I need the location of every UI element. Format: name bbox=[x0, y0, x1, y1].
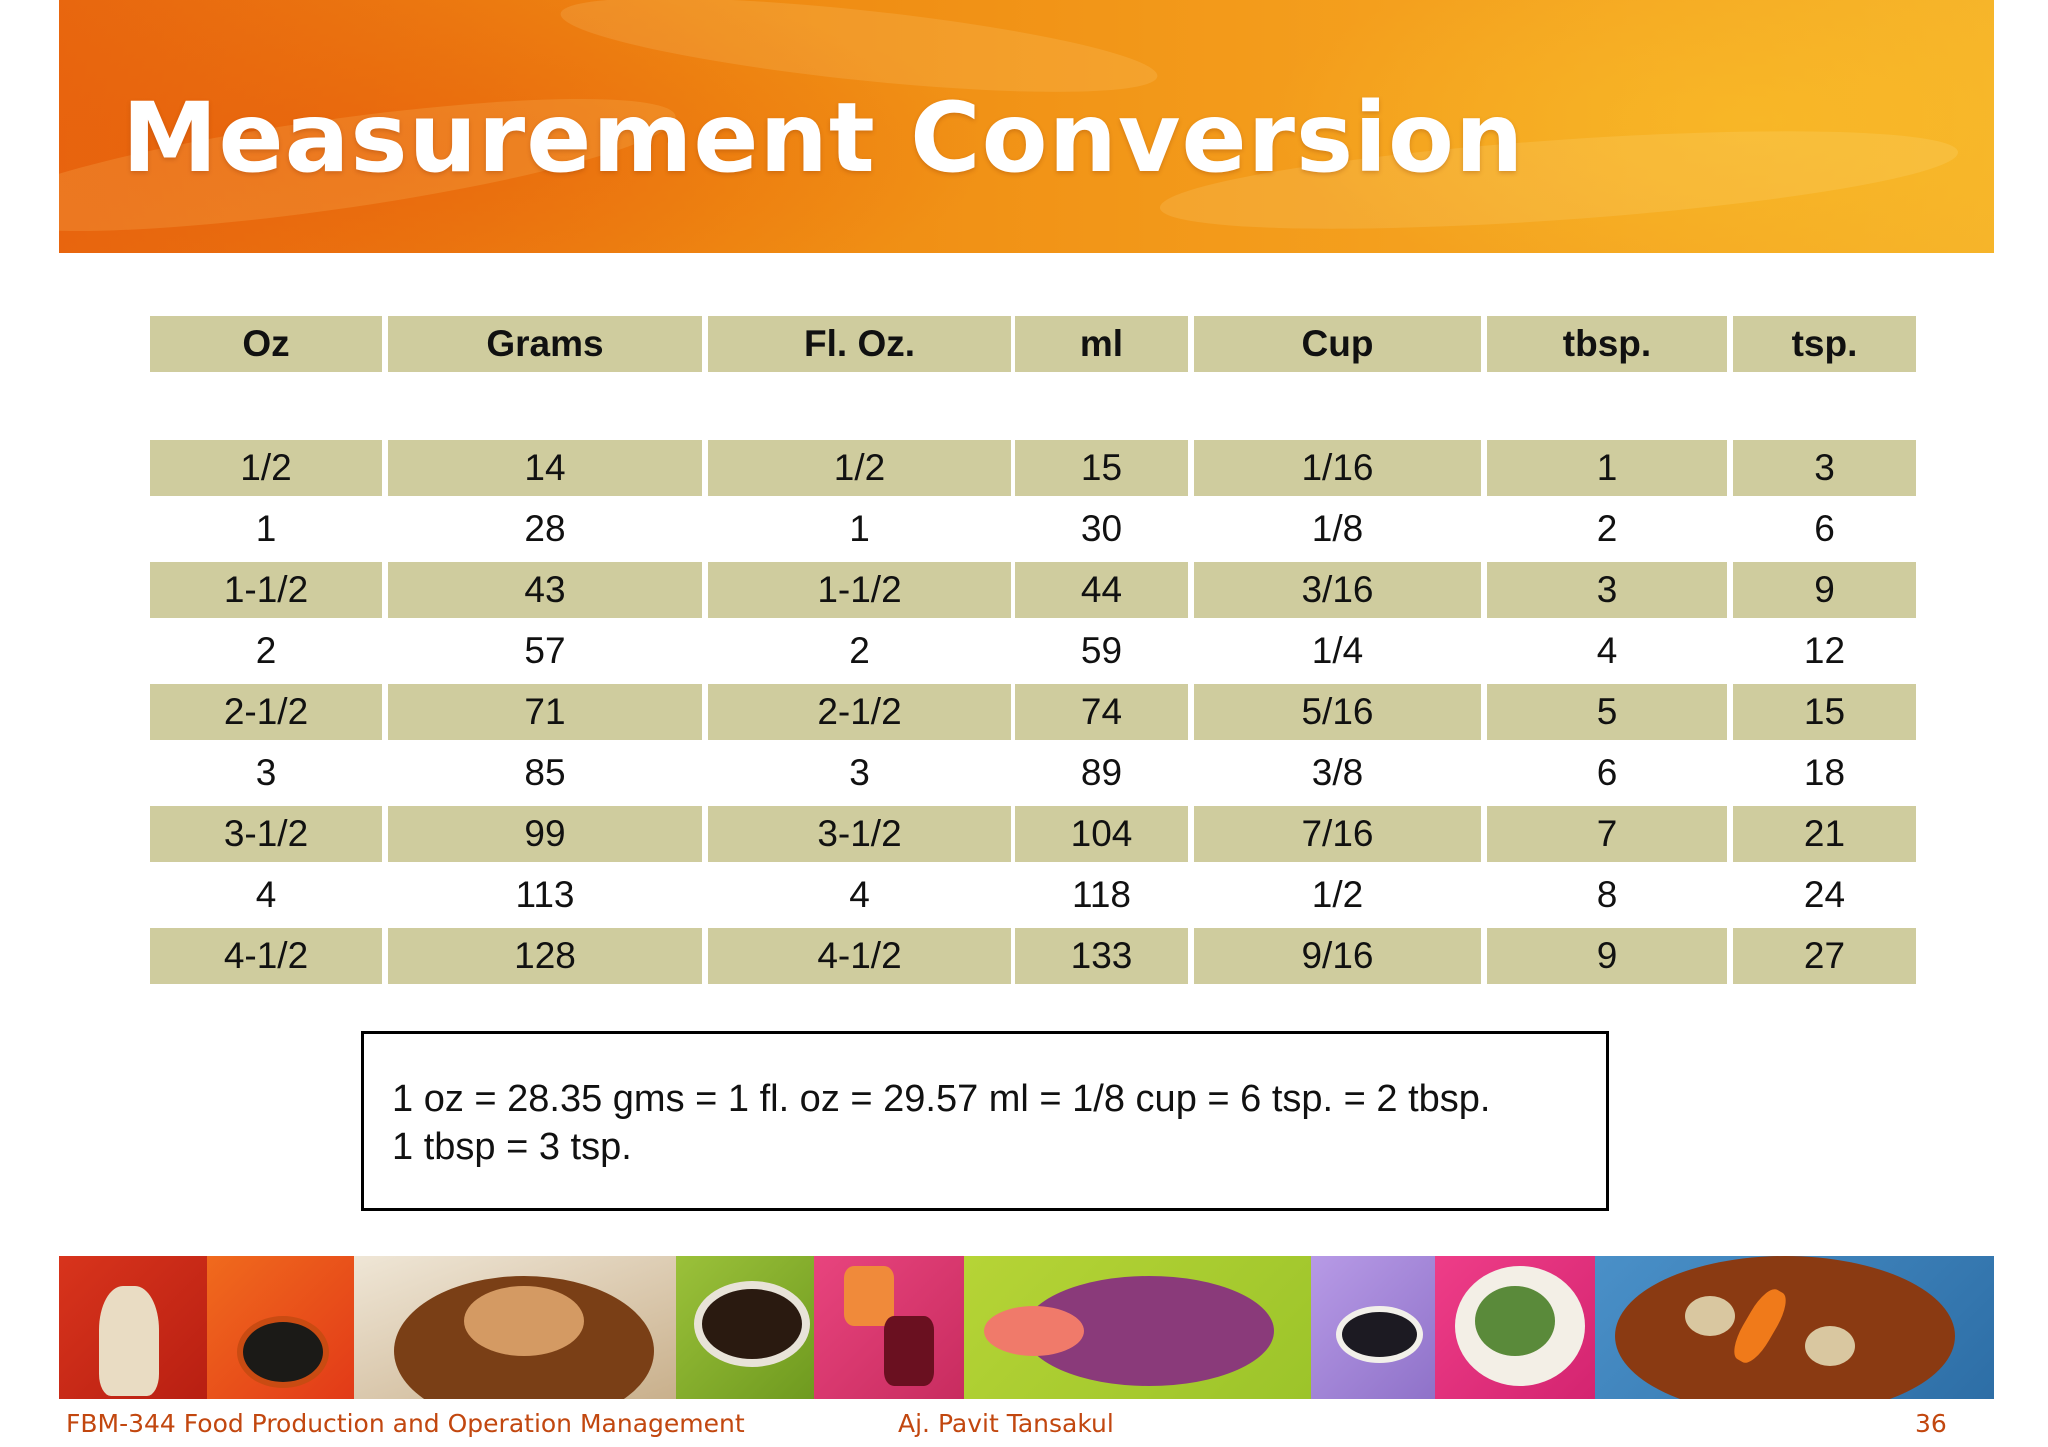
table-cell: 4-1/2 bbox=[708, 928, 1011, 984]
table-cell: 1/16 bbox=[1194, 440, 1481, 496]
header-banner bbox=[59, 0, 1994, 253]
food-photo bbox=[964, 1256, 1311, 1399]
table-cell: 128 bbox=[388, 928, 702, 984]
table-cell: 5 bbox=[1487, 684, 1727, 740]
column-header: Fl. Oz. bbox=[708, 316, 1011, 372]
table-cell: 15 bbox=[1015, 440, 1188, 496]
table-cell: 12 bbox=[1803, 630, 1846, 671]
table-cell: 3-1/2 bbox=[708, 806, 1011, 862]
table-cell: 5/16 bbox=[1194, 684, 1481, 740]
note-line-1: 1 oz = 28.35 gms = 1 fl. oz = 29.57 ml =… bbox=[392, 1078, 1491, 1120]
table-cell: 133 bbox=[1015, 928, 1188, 984]
food-photo bbox=[1435, 1256, 1595, 1399]
food-photo bbox=[59, 1256, 207, 1399]
table-cell: 15 bbox=[1733, 684, 1916, 740]
conversion-note-box: 1 oz = 28.35 gms = 1 fl. oz = 29.57 ml =… bbox=[361, 1031, 1609, 1211]
food-photo bbox=[354, 1256, 676, 1399]
table-cell: 21 bbox=[1733, 806, 1916, 862]
table-cell: 1-1/2 bbox=[708, 562, 1011, 618]
table-cell: 99 bbox=[388, 806, 702, 862]
column-header: Grams bbox=[388, 316, 702, 372]
table-cell: 7 bbox=[1487, 806, 1727, 862]
column-header: ml bbox=[1015, 316, 1188, 372]
food-photo bbox=[1311, 1256, 1435, 1399]
table-cell: 3-1/2 bbox=[150, 806, 382, 862]
table-cell: 4 bbox=[1596, 630, 1618, 671]
table-cell: 3/8 bbox=[1311, 752, 1364, 793]
table-cell: 3 bbox=[1487, 562, 1727, 618]
food-photo bbox=[676, 1256, 814, 1399]
table-cell: 7/16 bbox=[1194, 806, 1481, 862]
table-cell: 8 bbox=[1596, 874, 1618, 915]
footer-course: FBM-344 Food Production and Operation Ma… bbox=[66, 1409, 745, 1438]
table-cell: 4 bbox=[255, 874, 277, 915]
column-header: tbsp. bbox=[1487, 316, 1727, 372]
table-cell: 74 bbox=[1015, 684, 1188, 740]
food-photo bbox=[1595, 1256, 1994, 1399]
table-cell: 59 bbox=[1080, 630, 1123, 671]
table-cell: 113 bbox=[515, 874, 575, 915]
table-cell: 44 bbox=[1015, 562, 1188, 618]
table-cell: 27 bbox=[1733, 928, 1916, 984]
table-cell: 1 bbox=[849, 508, 870, 549]
table-cell: 89 bbox=[1080, 752, 1123, 793]
table-cell: 2-1/2 bbox=[150, 684, 382, 740]
table-cell: 9 bbox=[1733, 562, 1916, 618]
table-cell: 2 bbox=[255, 630, 277, 671]
table-cell: 2 bbox=[1596, 508, 1618, 549]
table-cell: 71 bbox=[388, 684, 702, 740]
table-cell: 3 bbox=[849, 752, 870, 793]
table-cell: 6 bbox=[1596, 752, 1618, 793]
table-cell: 104 bbox=[1015, 806, 1188, 862]
table-cell: 2 bbox=[849, 630, 870, 671]
table-cell: 4-1/2 bbox=[150, 928, 382, 984]
column-header: Cup bbox=[1194, 316, 1481, 372]
table-cell: 6 bbox=[1814, 508, 1835, 549]
table-cell: 1/2 bbox=[708, 440, 1011, 496]
table-cell: 1/2 bbox=[1311, 874, 1364, 915]
table-cell: 1 bbox=[1487, 440, 1727, 496]
table-cell: 3 bbox=[255, 752, 277, 793]
note-line-2: 1 tbsp = 3 tsp. bbox=[392, 1126, 632, 1168]
table-cell: 28 bbox=[524, 508, 566, 549]
page-number: 36 bbox=[1915, 1409, 1947, 1438]
table-cell: 85 bbox=[524, 752, 566, 793]
table-cell: 9 bbox=[1487, 928, 1727, 984]
table-cell: 1/2 bbox=[150, 440, 382, 496]
table-cell: 1-1/2 bbox=[150, 562, 382, 618]
table-cell: 2-1/2 bbox=[708, 684, 1011, 740]
table-cell: 18 bbox=[1803, 752, 1846, 793]
table-cell: 3 bbox=[1733, 440, 1916, 496]
table-cell: 9/16 bbox=[1194, 928, 1481, 984]
table-cell: 1/4 bbox=[1311, 630, 1364, 671]
table-cell: 14 bbox=[388, 440, 702, 496]
column-header: tsp. bbox=[1733, 316, 1916, 372]
food-photo-strip bbox=[59, 1256, 1994, 1399]
table-cell: 3/16 bbox=[1194, 562, 1481, 618]
table-cell: 1 bbox=[255, 508, 277, 549]
table-cell: 118 bbox=[1072, 874, 1131, 915]
food-photo bbox=[814, 1256, 964, 1399]
table-cell: 30 bbox=[1080, 508, 1123, 549]
table-cell: 1/8 bbox=[1311, 508, 1364, 549]
slide-title: Measurement Conversion bbox=[122, 82, 1525, 194]
table-cell: 43 bbox=[388, 562, 702, 618]
table-cell: 57 bbox=[524, 630, 566, 671]
table-cell: 4 bbox=[849, 874, 870, 915]
footer-author: Aj. Pavit Tansakul bbox=[898, 1409, 1114, 1438]
column-header: Oz bbox=[150, 316, 382, 372]
food-photo bbox=[207, 1256, 354, 1399]
table-cell: 24 bbox=[1803, 874, 1846, 915]
